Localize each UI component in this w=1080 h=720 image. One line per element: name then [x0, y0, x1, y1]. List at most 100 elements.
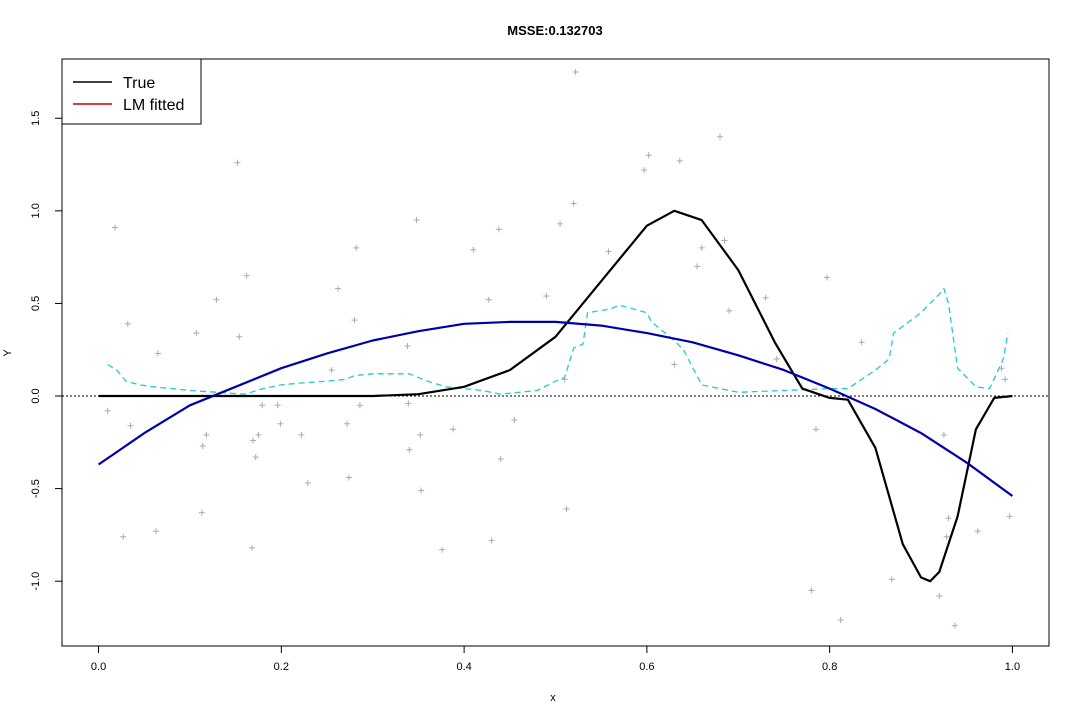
- data-point: [773, 355, 780, 362]
- legend-box: [61, 58, 202, 125]
- data-point: [356, 402, 363, 409]
- y-tick-label: -1.0: [30, 572, 42, 591]
- data-point: [676, 157, 683, 164]
- data-point: [328, 367, 335, 374]
- data-point: [344, 420, 351, 427]
- x-tick-label: 0.0: [91, 661, 106, 673]
- series-line-2: [98, 209, 1013, 583]
- y-tick-label: 1.0: [30, 203, 42, 218]
- data-point: [488, 537, 495, 544]
- data-point: [563, 505, 570, 512]
- data-point: [198, 509, 205, 516]
- y-tick-label: 0.5: [30, 296, 42, 311]
- data-point: [298, 431, 305, 438]
- x-tick-label: 0.2: [274, 661, 289, 673]
- data-point: [497, 455, 504, 462]
- data-point: [511, 417, 518, 424]
- data-point: [417, 431, 424, 438]
- data-point: [495, 226, 502, 233]
- data-point: [406, 446, 413, 453]
- y-axis: -1.0 -0.5 0.0 0.5 1.0 1.5: [30, 111, 63, 591]
- data-point: [940, 431, 947, 438]
- data-point: [1006, 513, 1013, 520]
- data-point: [345, 474, 352, 481]
- data-point: [252, 454, 259, 461]
- x-tick-label: 0.4: [456, 661, 471, 673]
- data-point: [104, 407, 111, 414]
- legend-label-lm-fitted: LM fitted: [123, 97, 184, 114]
- data-point: [259, 402, 266, 409]
- data-point: [405, 400, 412, 407]
- data-point: [645, 152, 652, 159]
- data-point: [888, 576, 895, 583]
- data-point: [351, 317, 358, 324]
- data-point: [641, 167, 648, 174]
- data-point: [199, 443, 206, 450]
- data-point: [823, 274, 830, 281]
- y-tick-label: 0.0: [30, 388, 42, 403]
- data-point: [203, 431, 210, 438]
- data-point: [353, 244, 360, 251]
- y-tick-label: -0.5: [30, 479, 42, 498]
- data-point: [974, 528, 981, 535]
- data-point: [439, 546, 446, 553]
- data-point: [812, 426, 819, 433]
- data-point: [193, 330, 200, 337]
- y-tick-label: 1.5: [30, 111, 42, 126]
- data-point: [858, 339, 865, 346]
- data-point: [124, 320, 131, 327]
- data-point: [943, 533, 950, 540]
- data-point: [255, 431, 262, 438]
- data-point: [304, 480, 311, 487]
- legend: True LM fitted: [61, 58, 202, 125]
- legend-label-true: True: [123, 75, 155, 92]
- data-point: [605, 248, 612, 255]
- data-point: [945, 515, 952, 522]
- data-point: [485, 296, 492, 303]
- data-point: [717, 133, 723, 140]
- data-point: [951, 622, 958, 629]
- x-tick-label: 0.8: [822, 661, 837, 673]
- data-point: [698, 244, 705, 251]
- data-point: [250, 437, 257, 444]
- data-point: [243, 272, 250, 279]
- data-point: [762, 294, 769, 301]
- data-point: [213, 296, 220, 303]
- plot-frame: [61, 58, 1050, 647]
- data-point: [274, 402, 281, 409]
- x-axis: 0.0 0.2 0.4 0.6 0.8 1.0: [91, 645, 1020, 673]
- curve-lines: [97, 209, 1014, 583]
- data-point: [721, 237, 728, 244]
- data-point: [543, 293, 550, 300]
- data-point: [236, 333, 243, 340]
- data-point: [694, 263, 701, 270]
- data-point: [334, 285, 341, 292]
- data-point: [404, 343, 411, 350]
- data-point: [413, 217, 420, 224]
- data-point: [470, 246, 477, 253]
- series-line-3: [97, 320, 1014, 497]
- data-point: [1002, 376, 1009, 383]
- data-point: [418, 487, 425, 494]
- data-point: [127, 422, 134, 429]
- data-point: [277, 420, 284, 427]
- data-point: [837, 617, 844, 624]
- data-point: [153, 528, 160, 535]
- x-tick-label: 1.0: [1005, 661, 1020, 673]
- data-point: [234, 159, 241, 166]
- data-point: [154, 350, 161, 357]
- scatter-points: [104, 68, 1013, 629]
- y-axis-title: Y: [2, 349, 14, 357]
- data-point: [112, 224, 119, 231]
- data-point: [557, 220, 564, 227]
- data-point: [572, 68, 579, 75]
- chart-title: MSSE:0.132703: [507, 23, 602, 38]
- data-point: [726, 307, 733, 314]
- x-axis-title: x: [550, 692, 556, 704]
- data-point: [570, 200, 577, 207]
- data-point: [936, 593, 943, 600]
- data-point: [450, 426, 457, 433]
- series-line-1: [107, 287, 1009, 395]
- data-point: [808, 587, 815, 594]
